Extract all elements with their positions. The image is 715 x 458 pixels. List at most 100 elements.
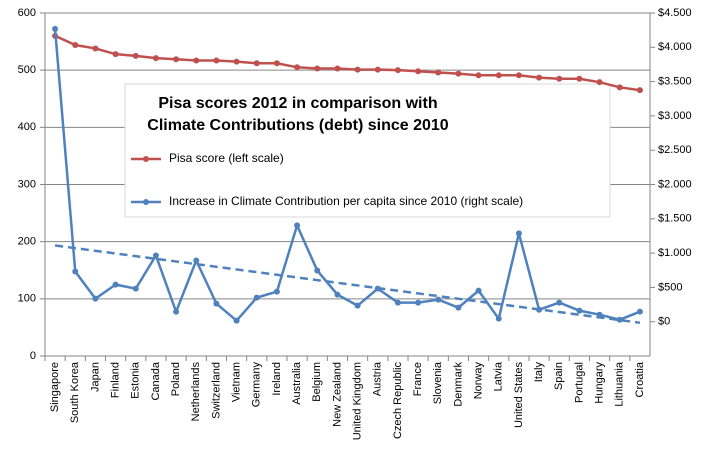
point: [112, 51, 119, 58]
point: [415, 68, 422, 75]
point: [495, 315, 502, 322]
point: [334, 291, 341, 298]
point: [415, 299, 422, 306]
point: [233, 58, 240, 65]
x-tick-label: Poland: [170, 362, 182, 396]
point: [475, 72, 482, 79]
point: [273, 288, 280, 295]
point: [334, 65, 341, 72]
x-tick-label: Hungary: [593, 362, 605, 404]
x-tick-label: South Korea: [69, 361, 81, 423]
y-tick-label: 0: [30, 350, 36, 362]
series-line: [54, 34, 641, 92]
point: [273, 60, 280, 67]
point: [394, 67, 401, 74]
point: [173, 56, 180, 63]
y-tick-label: 400: [18, 121, 36, 133]
x-tick-label: Portugal: [573, 362, 585, 403]
x-tick-label: Estonia: [130, 361, 142, 399]
point: [314, 267, 321, 274]
x-tick-label: New Zealand: [331, 362, 343, 427]
legend-marker: [143, 199, 149, 205]
point: [616, 316, 623, 323]
point: [92, 295, 99, 302]
legend-label: Pisa score (left scale): [169, 151, 284, 165]
point: [576, 307, 583, 314]
point: [152, 252, 159, 259]
trendline: [54, 244, 641, 324]
x-tick-label: Singapore: [49, 362, 61, 412]
y-tick-label: 200: [18, 236, 36, 248]
y2-tick-label: $1.000: [658, 247, 692, 259]
y2-tick-label: $4.000: [658, 41, 692, 53]
point: [294, 64, 301, 71]
point: [596, 79, 603, 86]
point: [455, 70, 462, 77]
point: [576, 75, 583, 82]
point: [132, 52, 139, 59]
point: [354, 302, 361, 309]
x-tick-label: Switzerland: [210, 362, 222, 419]
x-tick-label: Australia: [291, 361, 303, 405]
y-tick-label: 500: [18, 64, 36, 76]
point: [233, 317, 240, 324]
point: [536, 306, 543, 313]
y2-tick-label: $3.500: [658, 76, 692, 88]
point: [556, 75, 563, 82]
x-tick-label: Latvia: [493, 361, 505, 391]
point: [253, 294, 260, 301]
point: [52, 25, 59, 32]
point: [213, 300, 220, 307]
y-tick-label: 600: [18, 7, 36, 19]
legend-marker: [143, 156, 149, 162]
point: [314, 65, 321, 72]
y-tick-label: 100: [18, 293, 36, 305]
point: [132, 285, 139, 292]
chart-title: Pisa scores 2012 in comparison with: [158, 95, 437, 112]
x-tick-label: Ireland: [271, 362, 283, 396]
point: [294, 222, 301, 229]
point: [253, 60, 260, 67]
point: [193, 257, 200, 264]
point: [536, 74, 543, 81]
point: [72, 268, 79, 275]
point: [596, 311, 603, 318]
point: [394, 299, 401, 306]
point: [495, 72, 502, 79]
point: [112, 281, 119, 288]
x-tick-label: Lithuania: [614, 361, 626, 407]
x-tick-label: Spain: [553, 362, 565, 390]
x-tick-label: Czech Republic: [392, 362, 404, 440]
x-tick-label: Slovenia: [432, 361, 444, 404]
y2-tick-label: $2.500: [658, 144, 692, 156]
point: [173, 308, 180, 315]
x-tick-label: Croatia: [634, 361, 646, 397]
y2-tick-label: $4.500: [658, 7, 692, 19]
y2-tick-label: $3.000: [658, 110, 692, 122]
x-tick-label: Norway: [472, 362, 484, 400]
point: [435, 296, 442, 303]
point: [374, 66, 381, 73]
point: [72, 42, 79, 49]
x-tick-label: France: [412, 362, 424, 396]
point: [556, 299, 563, 306]
chart-title: Climate Contributions (debt) since 2010: [147, 117, 448, 134]
point: [455, 304, 462, 311]
x-tick-label: Netherlands: [190, 362, 202, 422]
x-tick-label: United Kingdom: [351, 362, 363, 440]
point: [354, 66, 361, 73]
point: [515, 230, 522, 237]
y-tick-label: 300: [18, 178, 36, 190]
point: [374, 285, 381, 292]
point: [475, 287, 482, 294]
legend-label: Increase in Climate Contribution per cap…: [169, 194, 523, 208]
point: [92, 45, 99, 52]
x-tick-label: Canada: [150, 361, 162, 400]
point: [636, 87, 643, 94]
point: [515, 72, 522, 79]
legend-box: [124, 83, 611, 218]
y2-tick-label: $2.000: [658, 178, 692, 190]
point: [616, 84, 623, 91]
x-tick-label: United States: [513, 362, 525, 429]
